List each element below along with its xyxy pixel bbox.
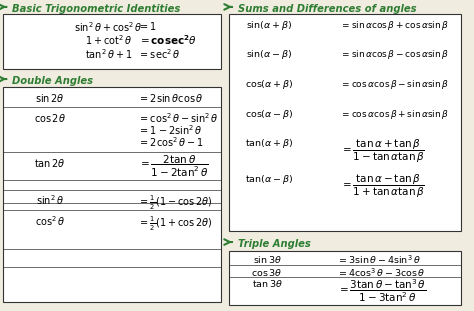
Text: $\sin(\alpha+\beta)$: $\sin(\alpha+\beta)$ [246, 19, 292, 32]
Text: $= \cos\alpha\cos\beta + \sin\alpha\sin\beta$: $= \cos\alpha\cos\beta + \sin\alpha\sin\… [340, 108, 449, 121]
Text: $\tan^2\theta + 1$: $\tan^2\theta + 1$ [85, 47, 132, 61]
FancyBboxPatch shape [3, 14, 221, 69]
FancyBboxPatch shape [229, 251, 461, 305]
Text: $= \sec^2\theta$: $= \sec^2\theta$ [137, 47, 180, 61]
Text: $\tan(\alpha-\beta)$: $\tan(\alpha-\beta)$ [245, 173, 293, 186]
Text: $= 1 - 2\sin^2\theta$: $= 1 - 2\sin^2\theta$ [137, 123, 202, 137]
Text: $\sin 3\theta$: $\sin 3\theta$ [253, 254, 282, 265]
Text: $\cos 2\theta$: $\cos 2\theta$ [34, 112, 66, 124]
Text: $= \sin\alpha\cos\beta - \cos\alpha\sin\beta$: $= \sin\alpha\cos\beta - \cos\alpha\sin\… [340, 49, 449, 61]
Text: $= 3\sin\theta - 4\sin^3\theta$: $= 3\sin\theta - 4\sin^3\theta$ [337, 254, 421, 267]
Text: $\sin^2\theta + \cos^2\theta$: $\sin^2\theta + \cos^2\theta$ [74, 20, 143, 34]
Text: $1 + \cot^2\theta$: $1 + \cot^2\theta$ [85, 34, 132, 47]
Text: $\cos(\alpha-\beta)$: $\cos(\alpha-\beta)$ [245, 108, 293, 121]
Text: $\tan 3\theta$: $\tan 3\theta$ [252, 278, 283, 289]
Text: $= \dfrac{2\tan\theta}{1-2\tan^2\theta}$: $= \dfrac{2\tan\theta}{1-2\tan^2\theta}$ [137, 154, 209, 179]
Text: $= \dfrac{\tan\alpha + \tan\beta}{1 - \tan\alpha\tan\beta}$: $= \dfrac{\tan\alpha + \tan\beta}{1 - \t… [340, 137, 425, 165]
Text: $\tan 2\theta$: $\tan 2\theta$ [34, 157, 66, 169]
Text: $= \cos\alpha\cos\beta - \sin\alpha\sin\beta$: $= \cos\alpha\cos\beta - \sin\alpha\sin\… [340, 78, 449, 91]
FancyBboxPatch shape [229, 14, 461, 231]
Text: $\tan(\alpha+\beta)$: $\tan(\alpha+\beta)$ [245, 137, 293, 150]
Text: $= \cos^2\theta - \sin^2\theta$: $= \cos^2\theta - \sin^2\theta$ [137, 112, 219, 125]
Text: $= \mathbf{cosec^2}\theta$: $= \mathbf{cosec^2}\theta$ [137, 34, 197, 47]
Text: Triple Angles: Triple Angles [238, 239, 311, 249]
FancyBboxPatch shape [3, 87, 221, 302]
Text: $= 4\cos^3\theta - 3\cos\theta$: $= 4\cos^3\theta - 3\cos\theta$ [337, 267, 426, 279]
Text: $= \frac{1}{2}(1 + \cos 2\theta)$: $= \frac{1}{2}(1 + \cos 2\theta)$ [137, 214, 212, 233]
Text: $\sin(\alpha-\beta)$: $\sin(\alpha-\beta)$ [246, 49, 292, 61]
Text: $\sin^2\theta$: $\sin^2\theta$ [36, 194, 64, 207]
Text: $= \frac{1}{2}(1 - \cos 2\theta)$: $= \frac{1}{2}(1 - \cos 2\theta)$ [137, 194, 212, 212]
Text: $= 1$: $= 1$ [137, 20, 157, 32]
Text: $\sin 2\theta$: $\sin 2\theta$ [36, 92, 65, 104]
Text: Sums and Differences of angles: Sums and Differences of angles [238, 4, 417, 14]
Text: Basic Trigonometric Identities: Basic Trigonometric Identities [12, 4, 181, 14]
Text: $\cos^2\theta$: $\cos^2\theta$ [35, 214, 65, 228]
Text: $= 2\sin\theta\cos\theta$: $= 2\sin\theta\cos\theta$ [137, 92, 203, 104]
Text: $= 2\cos^2\theta - 1$: $= 2\cos^2\theta - 1$ [137, 135, 204, 149]
Text: Double Angles: Double Angles [12, 76, 93, 86]
Text: $= \dfrac{3\tan\theta - \tan^3\theta}{1 - 3\tan^2\theta}$: $= \dfrac{3\tan\theta - \tan^3\theta}{1 … [337, 278, 426, 304]
Text: $= \dfrac{\tan\alpha - \tan\beta}{1 + \tan\alpha\tan\beta}$: $= \dfrac{\tan\alpha - \tan\beta}{1 + \t… [340, 173, 425, 200]
Text: $\cos(\alpha+\beta)$: $\cos(\alpha+\beta)$ [245, 78, 293, 91]
Text: $\cos 3\theta$: $\cos 3\theta$ [251, 267, 283, 278]
Text: $= \sin\alpha\cos\beta + \cos\alpha\sin\beta$: $= \sin\alpha\cos\beta + \cos\alpha\sin\… [340, 19, 449, 32]
